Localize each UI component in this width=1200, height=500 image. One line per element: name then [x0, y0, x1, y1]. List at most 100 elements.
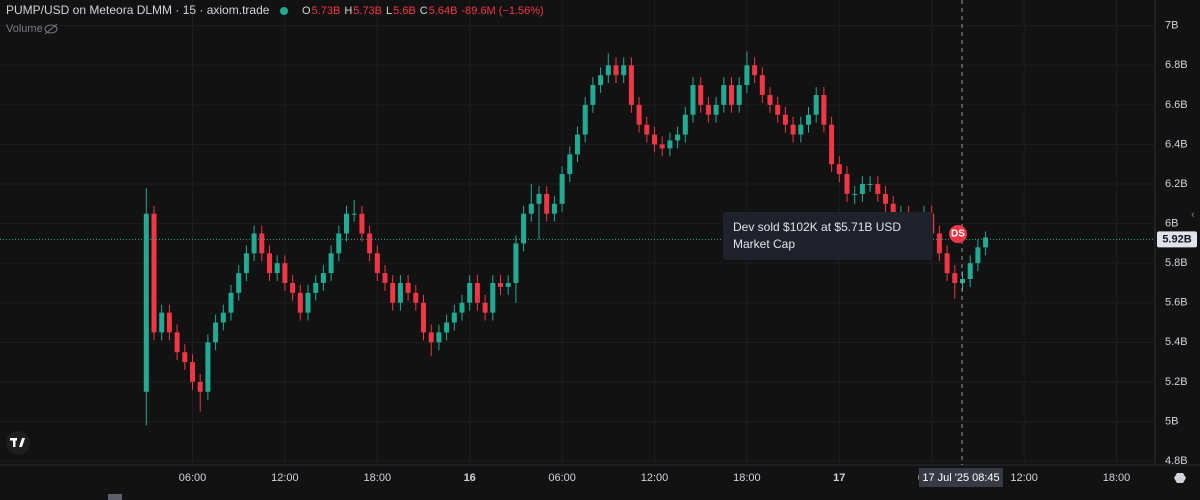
candle-body: [698, 85, 704, 105]
candle-body: [752, 65, 758, 76]
candle-body: [798, 124, 804, 135]
ohlc-key: H: [344, 5, 352, 17]
y-tick-label: 6.8B: [1165, 59, 1188, 71]
candle-body: [367, 233, 373, 254]
candle-body: [621, 65, 627, 76]
candle-body: [420, 302, 427, 333]
candle-body: [451, 312, 457, 323]
candle-body: [590, 85, 596, 105]
ds-marker-label: DS: [951, 229, 965, 240]
candle-body: [836, 164, 842, 175]
last-price-box: [1157, 231, 1197, 248]
y-tick-label: 6.2B: [1165, 178, 1188, 190]
candle-body: [428, 332, 434, 343]
y-tick-label: 5B: [1165, 415, 1178, 427]
candle-body: [659, 144, 665, 149]
candle-body: [628, 65, 634, 105]
tv-logo: [6, 431, 30, 455]
y-tick-label: 5.8B: [1165, 257, 1188, 269]
y-tick-label: 5.2B: [1165, 376, 1188, 388]
x-tick-label: 18:00: [733, 472, 761, 484]
ohlc-readout: O 5.73B H 5.73B L 5.6B C 5.64B -89.6M (−1.56%): [302, 5, 544, 17]
candle-body: [213, 322, 219, 343]
ohlc-key: L: [386, 5, 392, 17]
candle-body: [282, 263, 288, 283]
candle-body: [166, 312, 172, 333]
ds-marker[interactable]: DS: [949, 225, 967, 243]
candle-body: [436, 332, 442, 343]
candle-body: [274, 263, 280, 274]
crosshair-label-box: [919, 468, 1003, 487]
candle-body: [844, 174, 850, 194]
candle-body: [236, 273, 242, 293]
candle-body: [721, 85, 727, 105]
candle-body: [667, 140, 673, 149]
candle-body: [759, 75, 765, 95]
candle-body: [390, 282, 396, 303]
candle-body: [490, 282, 496, 313]
candle-body: [559, 174, 565, 204]
candle-body: [521, 213, 527, 244]
candle-body: [405, 282, 411, 293]
candle-body: [605, 65, 611, 76]
candle-body: [505, 282, 511, 287]
hide-icon[interactable]: [44, 23, 58, 35]
grid: [0, 0, 1155, 465]
event-tooltip: Dev sold $102K at $5.71B USD Market Cap: [723, 212, 933, 260]
last-price-label: 5.92B: [1162, 233, 1191, 245]
candle-body: [651, 134, 658, 145]
x-tick-label: 06:00: [179, 472, 207, 484]
candle-body: [782, 114, 788, 125]
x-tick-label: 16: [464, 472, 476, 484]
candle-body: [182, 352, 188, 363]
crosshair-label: 17 Jul '25 08:45: [922, 472, 999, 484]
candle-body: [413, 292, 419, 303]
candle-body: [266, 253, 273, 274]
candle-body: [790, 124, 796, 135]
candle-body: [359, 213, 365, 234]
collapse-arrow[interactable]: ‹: [1191, 209, 1195, 221]
candle-body: [151, 213, 157, 333]
y-tick-label: 6.4B: [1165, 138, 1188, 150]
candle-body: [736, 85, 742, 105]
candle-body: [374, 253, 380, 274]
candle-body: [159, 312, 165, 333]
settings-icon[interactable]: [1174, 473, 1186, 483]
candle-body: [574, 134, 581, 155]
candle-body: [251, 233, 257, 254]
candle-body: [944, 253, 950, 274]
candle-body: [644, 124, 650, 135]
candle-body: [936, 233, 942, 254]
candle-body: [728, 85, 735, 105]
candle-body: [882, 193, 889, 204]
y-tick-label: 5.4B: [1165, 336, 1188, 348]
candle-body: [320, 273, 326, 283]
candle-body: [228, 292, 234, 313]
candle-body: [313, 282, 319, 293]
scroll-icon[interactable]: [108, 494, 122, 500]
candle-body: [975, 247, 981, 264]
candle-body: [382, 273, 388, 283]
x-tick-label: 18:00: [364, 472, 392, 484]
candle-body: [682, 114, 688, 135]
candle-body: [744, 65, 750, 86]
y-tick-label: 6.6B: [1165, 99, 1188, 111]
candle-body: [482, 302, 488, 313]
x-tick-label: 06:00: [548, 472, 576, 484]
candle-body: [513, 243, 519, 283]
candle-body: [174, 332, 180, 353]
candle-body: [189, 362, 196, 382]
candle-body: [859, 184, 865, 194]
volume-label: Volume: [6, 23, 43, 35]
y-tick-label: 6B: [1165, 218, 1178, 230]
candle-body: [197, 381, 203, 392]
candle-body: [636, 104, 642, 125]
x-tick-label: 18:00: [1103, 472, 1131, 484]
candle-body: [713, 104, 719, 115]
candle-body: [821, 94, 827, 125]
candle-body: [675, 134, 681, 141]
candle-body: [582, 104, 588, 135]
y-tick-label: 7B: [1165, 20, 1178, 32]
